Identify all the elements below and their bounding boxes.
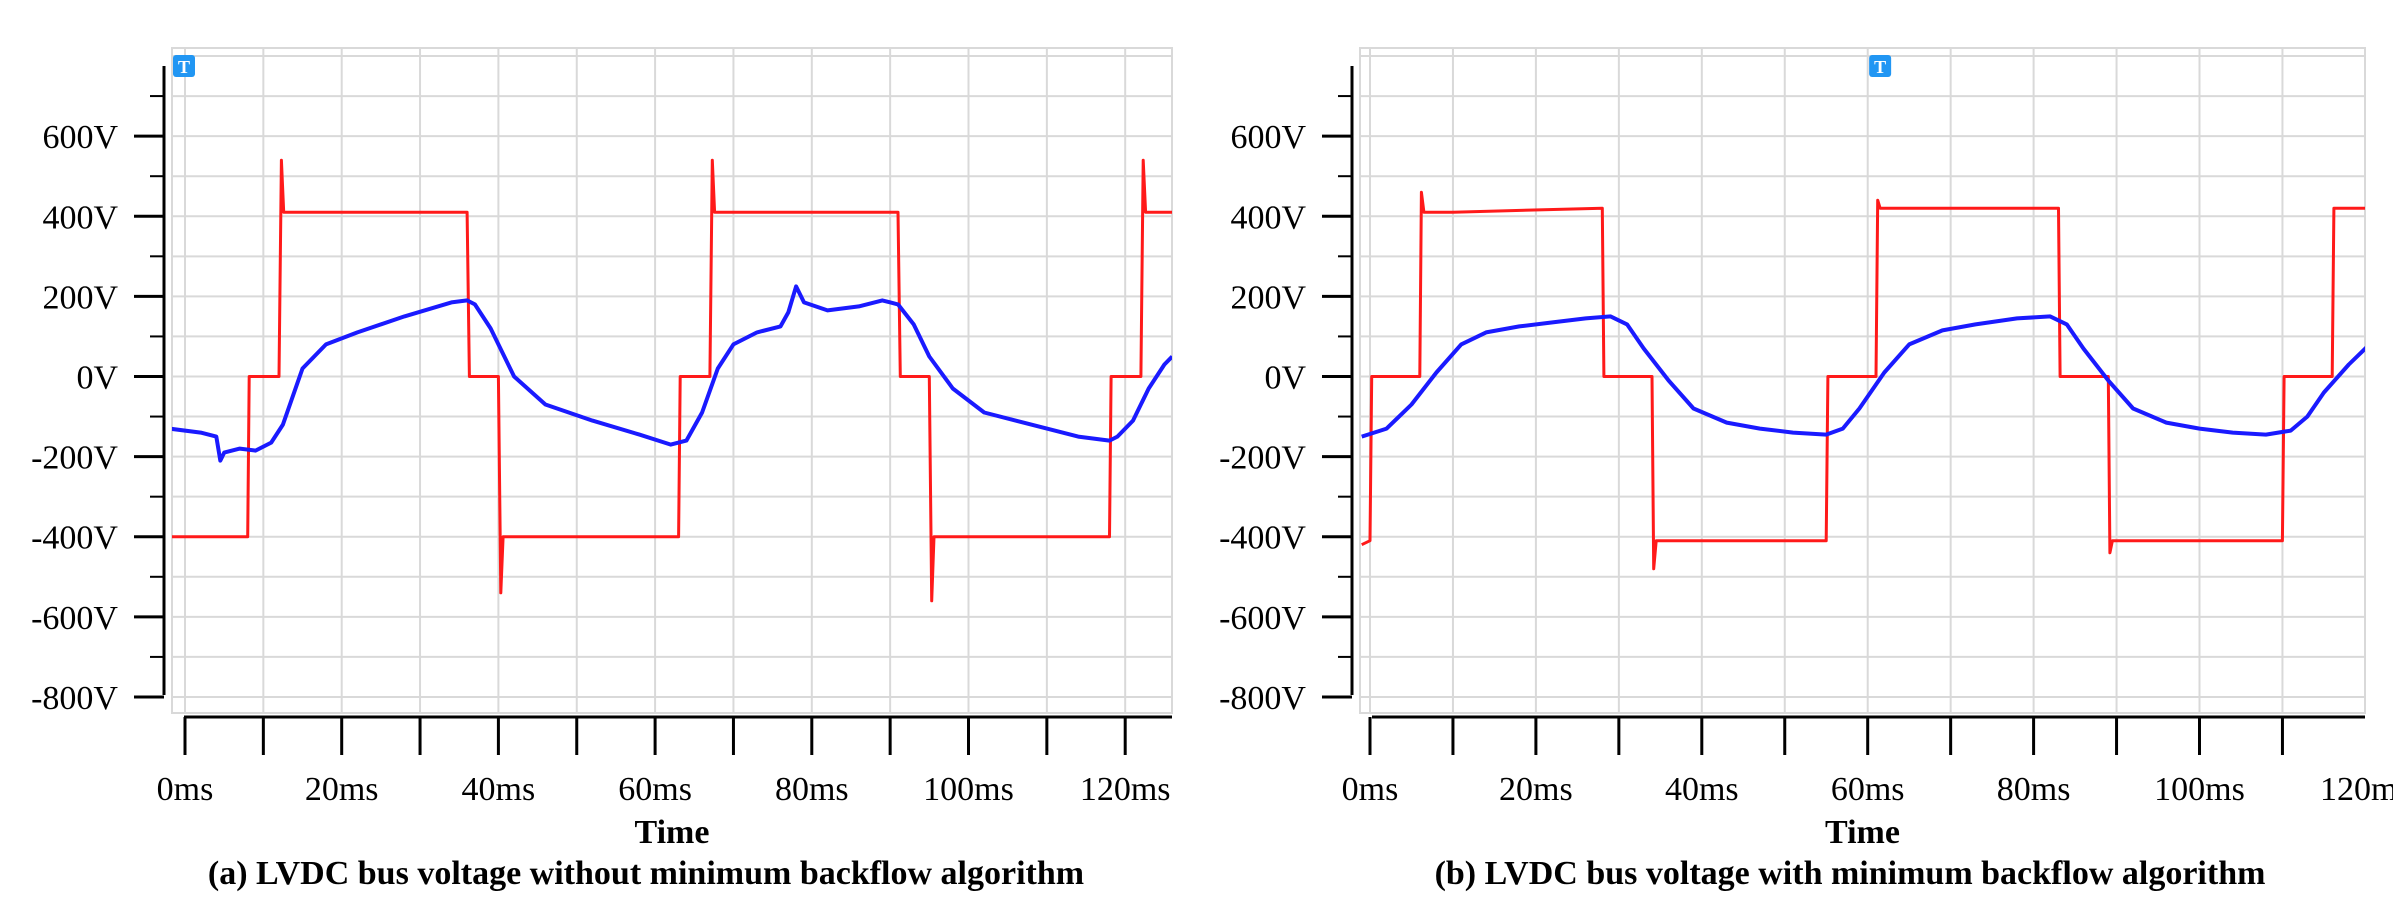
y-tick-label: 600V: [1230, 119, 1306, 156]
x-tick-label: 20ms: [305, 771, 379, 808]
panel-a: -800V -600V -400V -200V 0V 200V 400V 600V 0ms 20m…: [31, 47, 1173, 892]
x-tick-label: 0ms: [157, 771, 214, 808]
trigger-marker-label: T: [178, 57, 190, 77]
panel-caption: (b) LVDC bus voltage with minimum backfl…: [1435, 855, 2266, 892]
y-tick-label: -200V: [1219, 440, 1306, 477]
x-tick-label: 60ms: [1831, 771, 1905, 808]
x-axis-title: Time: [635, 814, 710, 851]
x-tick-label: 0ms: [1342, 771, 1399, 808]
series-line-blue: [1361, 314, 2365, 439]
y-tick-label: 200V: [42, 279, 118, 316]
y-tick-label: -800V: [1219, 680, 1306, 717]
y-tick-label: 0V: [1264, 359, 1306, 396]
trigger-marker: [173, 55, 195, 77]
x-tick-label: 80ms: [775, 771, 849, 808]
plot-area: [171, 47, 1173, 714]
series-line-red: [172, 158, 1172, 603]
x-tick-label: 120ms: [1080, 771, 1171, 808]
y-tick-label: 400V: [42, 199, 118, 236]
x-tick-label: 80ms: [1997, 771, 2071, 808]
x-axis-title: Time: [1825, 814, 1900, 851]
x-tick-label: 100ms: [2154, 771, 2245, 808]
y-tick-label: 0V: [76, 359, 118, 396]
y-tick-label: -400V: [1219, 520, 1306, 557]
panel-caption: (a) LVDC bus voltage without minimum bac…: [208, 855, 1084, 892]
x-tick-label: 120ms: [2320, 771, 2393, 808]
series-line-blue: [172, 284, 1172, 463]
x-tick-label: 20ms: [1499, 771, 1573, 808]
x-tick-label: 40ms: [462, 771, 536, 808]
x-tick-label: 100ms: [923, 771, 1014, 808]
y-tick-label: -600V: [31, 600, 118, 637]
y-tick-label: -200V: [31, 440, 118, 477]
y-tick-label: 600V: [42, 119, 118, 156]
y-tick-label: -400V: [31, 520, 118, 557]
x-tick-label: 60ms: [618, 771, 692, 808]
y-tick-label: -600V: [1219, 600, 1306, 637]
plot-area: [1359, 47, 2366, 714]
y-tick-label: -800V: [31, 680, 118, 717]
trigger-marker-label: T: [1874, 57, 1886, 77]
x-tick-label: 40ms: [1665, 771, 1739, 808]
series-line-red: [1361, 190, 2365, 571]
y-tick-label: 200V: [1230, 279, 1306, 316]
y-tick-label: 400V: [1230, 199, 1306, 236]
panel-b: -800V -600V -400V -200V 0V 200V 400V 600V 0ms 20m…: [1219, 47, 2393, 892]
trigger-marker: [1869, 55, 1892, 77]
